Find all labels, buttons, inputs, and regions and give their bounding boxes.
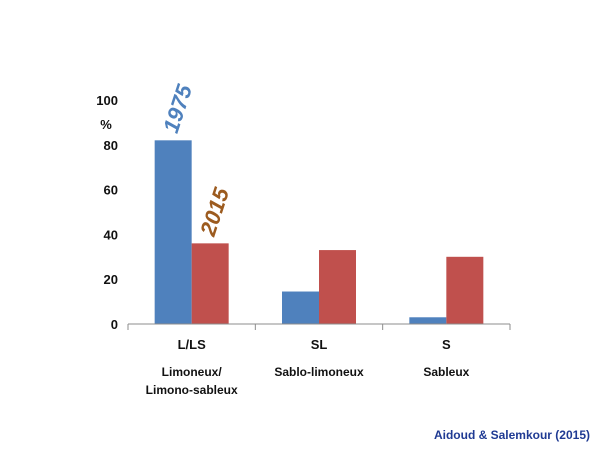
bar-1975-sl xyxy=(282,291,319,324)
bar-2015-sl xyxy=(319,250,356,324)
series-label-2015: 2015 xyxy=(195,184,234,240)
bar-2015-l-ls xyxy=(191,243,229,324)
bar-1975-l-ls xyxy=(154,140,192,324)
category-label: S xyxy=(442,337,451,352)
source-citation: Aidoud & Salemkour (2015) xyxy=(433,428,590,442)
category-labels: L/LS Limoneux/Limono-sableux SL Sablo-limon… xyxy=(146,337,470,397)
y-tick-label: 100 xyxy=(96,93,118,108)
series-label-1975: 1975 xyxy=(158,81,197,136)
bar-2015-s xyxy=(446,256,484,324)
category-label: L/LS xyxy=(178,337,206,352)
category-description: Limoneux/ xyxy=(162,365,223,379)
y-axis-label: % xyxy=(100,117,112,132)
y-tick-label: 40 xyxy=(104,227,118,242)
bar-1975-s xyxy=(409,317,447,324)
y-axis-ticks: 0 20 40 60 80 100 xyxy=(96,93,118,332)
bars xyxy=(154,140,484,324)
y-tick-label: 20 xyxy=(104,272,118,287)
category-label: SL xyxy=(311,337,328,352)
category-description: Limono-sableux xyxy=(146,383,238,397)
y-tick-label: 80 xyxy=(104,138,118,153)
y-tick-label: 0 xyxy=(111,317,118,332)
category-description: Sableux xyxy=(423,365,469,379)
category-description: Sablo-limoneux xyxy=(274,365,364,379)
y-tick-label: 60 xyxy=(104,183,118,198)
x-axis-ticks xyxy=(127,324,511,330)
